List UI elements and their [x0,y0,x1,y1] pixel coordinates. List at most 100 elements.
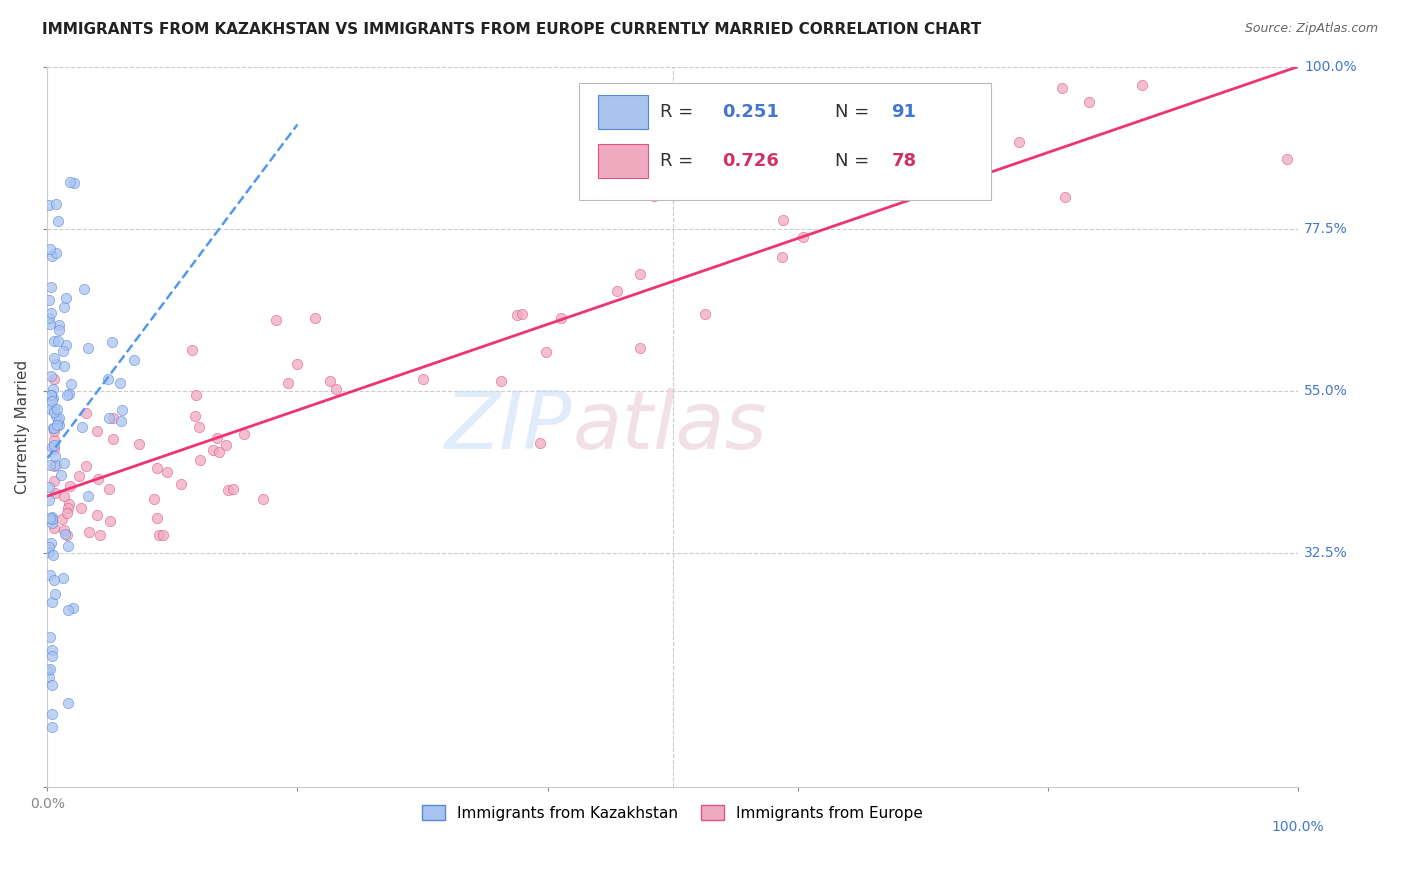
Point [42,442,65,456]
Point [319,374,342,388]
Point [42,391,65,405]
Point [184,409,207,424]
Point [170,477,193,491]
Point [70,419,93,434]
Point [181,343,204,357]
Point [628,267,651,281]
FancyBboxPatch shape [598,95,648,129]
Point [304,310,326,325]
Point [489,374,512,388]
Text: N =: N = [835,152,875,170]
Point [75,459,97,474]
Point [38,670,60,684]
Point [48,323,70,337]
Point [325,382,347,396]
Point [75,406,97,420]
Point [103,410,125,425]
Point [60,377,83,392]
Point [37,663,59,677]
Point [39,242,62,256]
Point [148,528,170,542]
Point [53,527,76,541]
Point [48,410,70,425]
Point [77,525,100,540]
Point [44,449,66,463]
Text: R =: R = [659,152,699,170]
Point [42,459,65,474]
Point [44,587,66,601]
Point [39,662,62,676]
Point [41,678,63,692]
Point [45,357,67,371]
Text: IMMIGRANTS FROM KAZAKHSTAN VS IMMIGRANTS FROM EUROPE CURRENTLY MARRIED CORRELATI: IMMIGRANTS FROM KAZAKHSTAN VS IMMIGRANTS… [42,22,981,37]
FancyBboxPatch shape [579,83,991,200]
Text: 100.0%: 100.0% [1303,60,1357,74]
Point [46,417,69,432]
Point [205,431,228,445]
Point [56,506,79,520]
Point [41,440,63,454]
Text: 77.5%: 77.5% [1303,222,1348,235]
Point [101,432,124,446]
Point [222,482,245,496]
Point [208,444,231,458]
Point [550,310,572,325]
Point [56,388,79,402]
Point [52,343,75,358]
Point [41,720,63,734]
Point [45,246,67,260]
Point [277,376,299,391]
Point [52,523,75,537]
Point [628,341,651,355]
Point [39,536,62,550]
Point [62,600,84,615]
Point [39,630,62,644]
Text: 55.0%: 55.0% [1303,384,1348,398]
Point [41,643,63,657]
Point [188,453,211,467]
Point [41,594,63,608]
Point [76,342,98,356]
Point [506,308,529,322]
Point [59,175,82,189]
Point [41,382,63,396]
Point [38,311,60,326]
Point [97,372,120,386]
Point [1054,190,1077,204]
Point [51,512,73,526]
Point [38,458,60,472]
Point [41,509,63,524]
Point [70,501,93,516]
Point [55,528,77,542]
Point [38,545,60,559]
Point [770,250,793,264]
Point [56,696,79,710]
Point [86,508,108,522]
Point [38,492,60,507]
Point [217,483,239,497]
Text: 0.251: 0.251 [723,103,779,121]
Point [41,402,63,417]
Text: R =: R = [659,103,699,121]
Point [152,528,174,542]
Point [41,648,63,663]
Point [41,512,63,526]
Point [42,474,65,488]
Point [233,426,256,441]
Text: 78: 78 [891,152,917,170]
Point [110,415,132,429]
Point [48,318,70,333]
Point [1050,81,1073,95]
Point [86,425,108,439]
Point [38,317,60,331]
Point [41,516,63,531]
Point [643,189,665,203]
Point [146,461,169,475]
Point [45,196,67,211]
Point [1008,135,1031,149]
Text: 100.0%: 100.0% [1271,820,1324,834]
Point [1275,152,1298,166]
Point [142,491,165,506]
Point [38,510,60,524]
Point [128,436,150,450]
